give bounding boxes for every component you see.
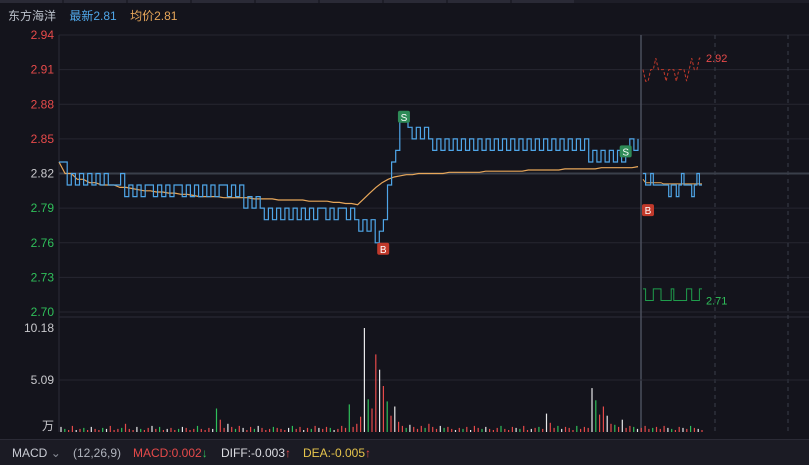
volume-tick-label: 5.09 <box>31 373 55 387</box>
upper-band-line <box>642 57 702 82</box>
arrow-up-icon: ↑ <box>285 446 292 460</box>
upper-annotation: 2.92 <box>706 53 727 65</box>
buy-marker-box <box>377 242 390 255</box>
price-line <box>59 115 639 244</box>
indicator-params: (12,26,9) <box>73 446 122 460</box>
sell-marker-label: S <box>622 147 629 158</box>
stock-name: 东方海洋 <box>8 9 57 23</box>
volume-tick-label: 万 <box>42 419 54 433</box>
y-tick-label: 2.91 <box>31 63 55 77</box>
volume-tick-label: 10.18 <box>24 321 54 335</box>
indicator-bar: MACD ⌄ (12,26,9) MACD:0.002↓ DIFF:-0.003… <box>0 439 809 465</box>
chart-header: 东方海洋 最新2.81 均价2.81 <box>8 7 187 23</box>
indicator-name: MACD <box>12 446 48 460</box>
tab-strip <box>0 0 809 3</box>
chevron-down-icon: ⌄ <box>50 446 61 460</box>
buy-marker-day2: B <box>642 204 654 217</box>
buy-marker-day2-box <box>642 204 654 217</box>
indicator-select[interactable]: MACD ⌄ <box>12 446 61 460</box>
lower-band-line <box>643 288 702 301</box>
chart-canvas[interactable]: 2.94 2.91 2.88 2.85 2.82 2.79 2.76 2.73 2.70 S S B 2… <box>0 0 809 439</box>
sell-marker-box <box>619 145 632 158</box>
arrow-down-icon: ↓ <box>201 446 208 460</box>
diff-label: DIFF:-0.003 <box>221 446 286 460</box>
average-price: 均价2.81 <box>130 9 178 23</box>
price-line-day2 <box>643 172 702 198</box>
y-tick-label: 2.88 <box>31 97 55 111</box>
buy-marker-label: B <box>380 245 387 256</box>
macd-label: MACD:0.002 <box>133 446 202 460</box>
buy-marker: B <box>377 242 390 256</box>
dea-label: DEA:-0.005 <box>303 446 366 460</box>
volume-panel <box>59 322 809 434</box>
sell-marker-label: S <box>401 113 408 124</box>
diff-value: DIFF:-0.003↑ <box>221 446 291 460</box>
y-tick-label: 2.76 <box>31 236 55 250</box>
y-tick-label: 2.94 <box>31 28 55 42</box>
macd-value: MACD:0.002↓ <box>133 446 208 460</box>
y-tick-label: 2.73 <box>31 270 55 284</box>
avg-line <box>58 161 639 206</box>
y-tick-label: 2.70 <box>31 305 55 319</box>
arrow-up-icon: ↑ <box>365 446 372 460</box>
lower-annotation: 2.71 <box>706 295 727 307</box>
sell-marker: S <box>397 110 410 124</box>
latest-price: 最新2.81 <box>69 9 117 23</box>
y-tick-label: 2.85 <box>31 132 55 146</box>
dea-value: DEA:-0.005↑ <box>303 446 371 460</box>
y-tick-label: 2.82 <box>31 167 55 181</box>
sell-marker-box <box>397 110 410 123</box>
y-tick-label: 2.79 <box>31 201 55 215</box>
sell-marker: S <box>619 145 632 158</box>
buy-marker-day2-label: B <box>645 206 652 217</box>
